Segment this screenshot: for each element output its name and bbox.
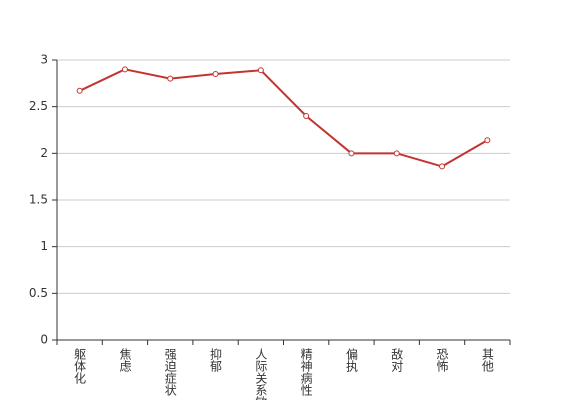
y-tick-label: 1.5 (29, 193, 48, 207)
x-tick-label: 躯体化 (73, 347, 87, 385)
x-tick-label: 偏执 (344, 347, 358, 373)
point (167, 75, 174, 82)
y-tick-label: 0 (40, 333, 48, 347)
y-tick-label: 0.5 (29, 286, 48, 300)
point (348, 150, 355, 157)
line (79, 68, 488, 168)
x-tick-label: 抑郁 (209, 347, 223, 373)
point (484, 137, 491, 144)
point (76, 87, 83, 94)
point (303, 113, 310, 119)
y-tick-label: 1 (40, 239, 48, 253)
x-tick-label: 恐怖 (435, 348, 449, 372)
y-tick-label: 2 (40, 146, 48, 160)
x-tick-label: 精神病性 (299, 348, 313, 397)
point (439, 163, 446, 170)
x-tick-label: 强迫症状 (163, 348, 177, 396)
point (393, 150, 400, 157)
point (257, 67, 264, 74)
x-tick-label: 焦虑 (118, 348, 132, 372)
x-tick-label: 敌对 (390, 347, 404, 372)
y-tick-label: 2.5 (29, 99, 48, 113)
x-tick-label: 人际关系敏感 (254, 348, 268, 400)
point (212, 71, 219, 77)
point (121, 66, 128, 73)
x-tick-label: 其他 (480, 348, 494, 372)
y-tick-label: 3 (40, 53, 48, 67)
